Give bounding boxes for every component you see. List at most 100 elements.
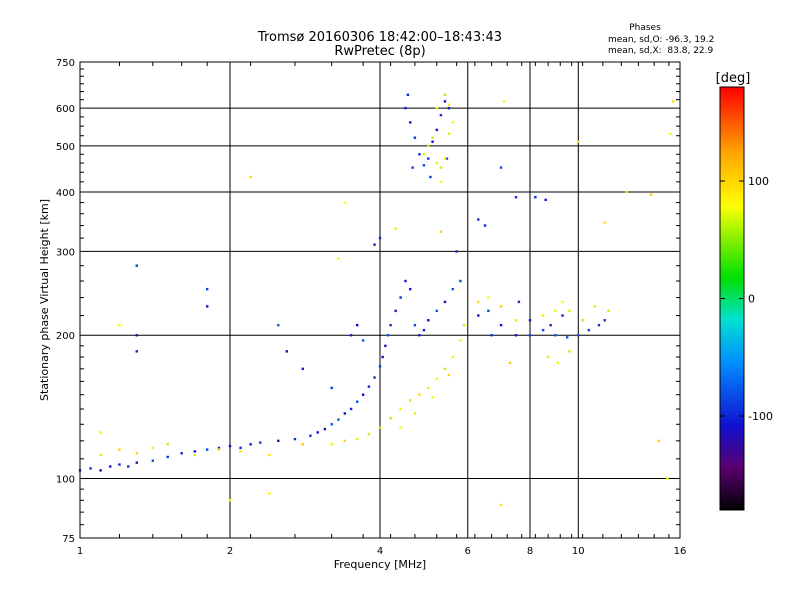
y-tick-label: 600 bbox=[56, 104, 75, 115]
x-mode-point bbox=[499, 305, 503, 308]
o-mode-point bbox=[477, 218, 480, 221]
x-mode-point bbox=[443, 93, 447, 96]
o-mode-point bbox=[301, 367, 305, 371]
colorbar-ticks: 100 0 -100 bbox=[720, 175, 773, 423]
x-mode-point bbox=[541, 314, 545, 317]
o-mode-point bbox=[422, 328, 426, 332]
x-mode-point bbox=[431, 136, 434, 139]
x-mode-point bbox=[249, 175, 252, 179]
o-mode-point bbox=[499, 323, 503, 327]
o-mode-point bbox=[337, 418, 340, 421]
o-mode-point bbox=[89, 467, 92, 470]
x-mode-point bbox=[435, 106, 438, 110]
o-mode-point bbox=[259, 441, 262, 444]
x-mode-point bbox=[413, 412, 417, 415]
o-mode-point bbox=[277, 439, 280, 443]
o-mode-point bbox=[413, 136, 417, 139]
o-mode-point bbox=[293, 437, 297, 441]
x-mode-point bbox=[422, 153, 426, 156]
y-tick-label: 500 bbox=[56, 142, 75, 153]
o-mode-point bbox=[205, 305, 209, 308]
y-tick-label: 300 bbox=[56, 247, 75, 258]
x-mode-point bbox=[451, 355, 455, 359]
x-mode-point bbox=[568, 350, 571, 353]
x-mode-point bbox=[561, 300, 564, 304]
o-mode-point bbox=[373, 243, 376, 246]
x-mode-point bbox=[499, 503, 503, 507]
x-tick-label: 10 bbox=[572, 546, 585, 557]
o-mode-point bbox=[343, 412, 347, 415]
x-mode-point bbox=[554, 309, 557, 313]
x-axis-label: Frequency [MHz] bbox=[334, 558, 426, 571]
x-mode-point bbox=[462, 323, 466, 327]
x-mode-point bbox=[447, 373, 451, 377]
x-mode-point bbox=[343, 201, 347, 204]
x-mode-point bbox=[657, 439, 660, 443]
x-mode-point bbox=[669, 132, 672, 135]
o-mode-point bbox=[355, 323, 359, 327]
o-mode-point bbox=[483, 224, 487, 227]
o-mode-point bbox=[549, 323, 552, 327]
x-mode-point bbox=[451, 121, 455, 124]
x-mode-point bbox=[431, 396, 434, 399]
o-mode-point bbox=[443, 300, 447, 304]
o-mode-point bbox=[285, 350, 288, 353]
x-mode-point bbox=[593, 305, 597, 308]
o-mode-point bbox=[316, 431, 319, 434]
o-mode-point bbox=[597, 323, 601, 327]
o-mode-point bbox=[239, 446, 242, 450]
o-mode-point bbox=[378, 236, 382, 240]
x-mode-point bbox=[99, 431, 102, 434]
stats-heading: Phases bbox=[629, 23, 661, 33]
o-mode-point bbox=[427, 157, 430, 160]
x-mode-point bbox=[427, 144, 430, 148]
x-mode-point bbox=[166, 443, 169, 446]
x-mode-point bbox=[337, 257, 340, 260]
x-mode-point bbox=[435, 161, 438, 165]
colorbar-label: [deg] bbox=[716, 71, 751, 86]
o-mode-point bbox=[361, 339, 365, 342]
chart-title: Tromsø 20160306 18:42:00–18:43:43 bbox=[257, 30, 502, 45]
o-mode-point bbox=[565, 336, 569, 339]
o-mode-point bbox=[451, 287, 455, 291]
x-mode-point bbox=[577, 140, 580, 143]
o-mode-point bbox=[554, 334, 557, 337]
x-mode-point bbox=[649, 193, 653, 196]
y-tick-label: 750 bbox=[56, 58, 75, 69]
o-mode-point bbox=[309, 434, 312, 437]
x-tick-label: 4 bbox=[377, 546, 383, 557]
o-mode-point bbox=[127, 465, 130, 468]
o-mode-point bbox=[135, 264, 138, 267]
o-mode-point bbox=[459, 279, 462, 283]
x-mode-point bbox=[394, 227, 397, 230]
x-mode-point bbox=[607, 309, 610, 313]
o-mode-point bbox=[587, 328, 591, 332]
chart-subtitle: RwPretec (8p) bbox=[334, 44, 425, 59]
x-mode-point bbox=[367, 432, 371, 436]
o-mode-point bbox=[487, 309, 490, 313]
o-mode-point bbox=[355, 400, 359, 403]
stats-line-x: mean, sd,X: 83.8, 22.9 bbox=[608, 46, 714, 56]
x-mode-point bbox=[268, 492, 271, 495]
o-mode-point bbox=[180, 452, 183, 455]
o-mode-point bbox=[477, 314, 480, 317]
x-mode-point bbox=[118, 323, 121, 327]
o-mode-point bbox=[404, 106, 407, 110]
x-mode-point bbox=[439, 230, 443, 233]
o-mode-point bbox=[406, 93, 410, 96]
o-mode-point bbox=[445, 157, 449, 160]
x-mode-point bbox=[508, 361, 512, 365]
o-mode-point bbox=[404, 279, 407, 283]
plot-frame bbox=[79, 61, 681, 539]
o-mode-point bbox=[418, 334, 421, 337]
x-mode-point bbox=[427, 386, 430, 390]
o-mode-point bbox=[528, 334, 532, 337]
o-mode-point bbox=[490, 334, 493, 337]
x-mode-point bbox=[435, 377, 438, 380]
x-mode-point bbox=[671, 100, 675, 103]
o-mode-point bbox=[499, 166, 503, 169]
o-mode-point bbox=[514, 195, 518, 199]
x-mode-point bbox=[603, 221, 606, 224]
plot-area bbox=[78, 61, 681, 539]
